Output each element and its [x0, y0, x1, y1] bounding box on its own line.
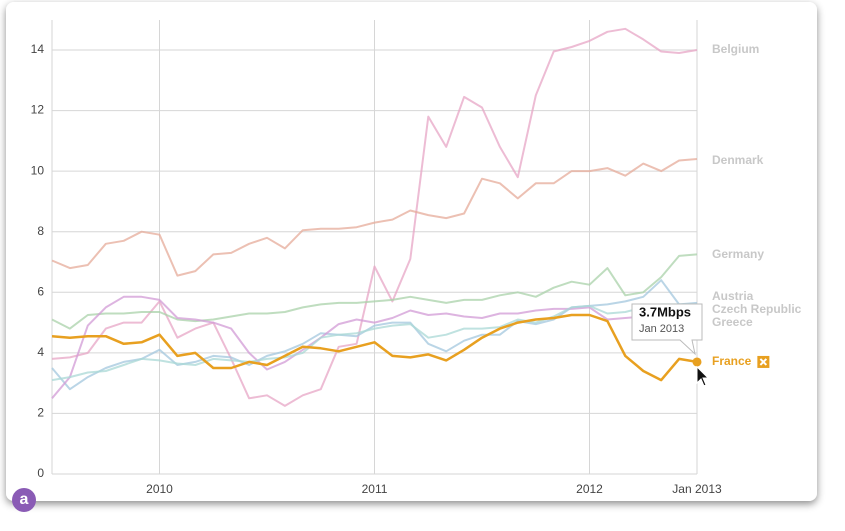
series-label: Germany [712, 247, 764, 261]
series-line [51, 303, 697, 382]
y-tick-label: 10 [31, 163, 45, 177]
series-line [51, 158, 698, 277]
series-line [51, 295, 697, 399]
logo: a [12, 488, 36, 512]
series-label: Czech Republic [712, 302, 802, 316]
close-x [759, 358, 768, 366]
svg-text:a: a [20, 491, 29, 508]
series-line [51, 253, 698, 330]
tooltip-value: 3.7Mbps [639, 304, 691, 319]
plot: 0 2 4 6 8 10 12 14 2010 2011 2012 Jan 2013 Belgium De… [31, 20, 802, 496]
x-tick-label: Jan 2013 [672, 482, 722, 496]
tooltip-date: Jan 2013 [639, 323, 684, 335]
y-tick-label: 2 [37, 406, 44, 420]
y-tick-label: 0 [37, 466, 44, 480]
y-tick-label: 8 [37, 224, 44, 238]
x-tick-label: 2011 [362, 482, 388, 496]
y-tick-label: 12 [31, 103, 45, 117]
series-label: Belgium [712, 42, 759, 56]
y-tick-label: 6 [37, 284, 44, 298]
point-marker [692, 357, 702, 367]
series-line [51, 27, 698, 407]
series-label: Denmark [712, 153, 764, 167]
tooltip: 3.7Mbps Jan 2013 [631, 303, 703, 356]
x-tick-label: 2012 [576, 482, 603, 496]
series-label: Greece [712, 315, 753, 329]
y-tick-label: 4 [37, 345, 44, 359]
y-tick-label: 14 [31, 42, 45, 56]
cursor [696, 365, 710, 387]
x-tick-label: 2010 [146, 482, 173, 496]
series-label: France [712, 354, 752, 368]
series-line [51, 313, 698, 382]
series-label: Austria [712, 289, 754, 303]
close-button[interactable] [757, 355, 770, 368]
tooltip-box [631, 303, 703, 356]
